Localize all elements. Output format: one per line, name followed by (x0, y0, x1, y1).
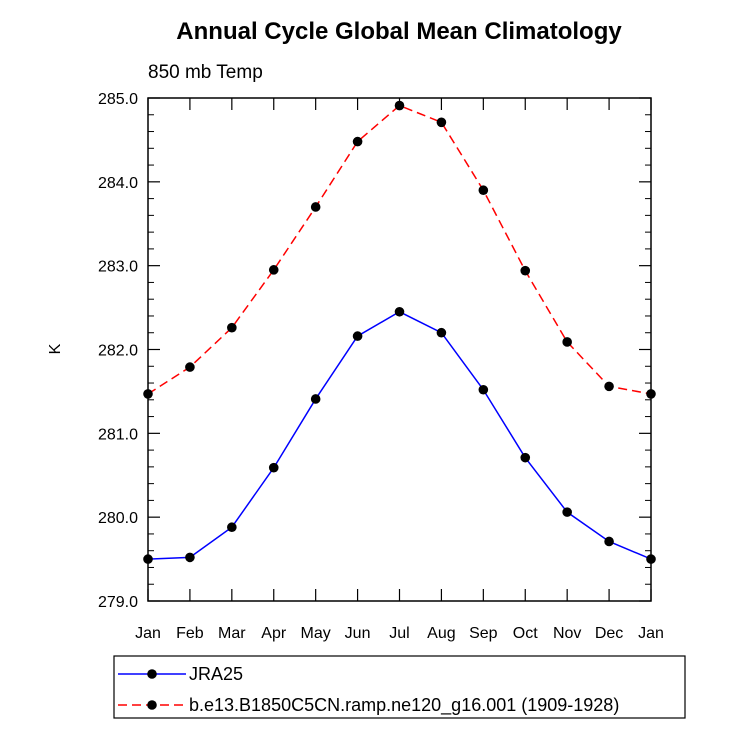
y-tick-label: 282.0 (98, 343, 138, 360)
x-tick-label: Mar (218, 625, 246, 642)
legend: JRA25 b.e13.B1850C5CN.ramp.ne120_g16.001 … (113, 655, 686, 719)
series-1-point (352, 331, 363, 341)
x-tick-label: May (301, 625, 331, 642)
series-line-1 (147, 310, 652, 560)
series-1-point (604, 536, 614, 547)
series-1-point (143, 554, 153, 564)
series-1-point (310, 394, 321, 404)
x-tick-label: Nov (553, 625, 581, 642)
series-2-point (478, 185, 489, 196)
y-tick-label: 283.0 (98, 259, 138, 276)
series-1-point (478, 384, 489, 395)
y-tick-label: 280.0 (98, 510, 138, 527)
y-tick-label: 281.0 (98, 426, 138, 443)
series-2-point (646, 389, 656, 399)
x-tick-label: Jan (135, 625, 161, 642)
series-1-point (562, 507, 572, 517)
legend-label-1: JRA25 (189, 664, 243, 684)
series-2-point (394, 100, 405, 111)
series-2-point (310, 202, 321, 212)
x-tick-label: Jan (638, 625, 664, 642)
legend-marker-2 (147, 700, 157, 710)
x-tick-label: Sep (469, 625, 498, 642)
ticks-layer: Jan Feb Mar Apr May Jun Jul Aug Sep Oct Nov Dec Jan 2… (98, 91, 664, 642)
y-axis-label: K (47, 343, 64, 354)
plot-frame (147, 97, 652, 602)
series-1-point (227, 522, 237, 533)
x-tick-label: Aug (427, 625, 455, 642)
series-2-point (185, 362, 195, 372)
y-tick-label: 279.0 (98, 594, 138, 611)
series-2-point (268, 265, 279, 275)
series-layer (143, 100, 656, 564)
x-tick-label: Oct (513, 625, 538, 642)
series-1-point (185, 552, 195, 563)
series-2-point (143, 389, 153, 399)
series-2-point (436, 117, 447, 128)
series-2-point (604, 381, 614, 392)
legend-marker-1 (147, 669, 157, 679)
x-tick-label: Dec (595, 625, 623, 642)
series-1-point (646, 554, 656, 564)
series-2-point (227, 322, 237, 333)
series-2-point (352, 136, 363, 147)
y-tick-label: 284.0 (98, 175, 138, 192)
series-1-point (394, 306, 405, 317)
x-tick-label: Jul (389, 625, 409, 642)
series-1-point (268, 462, 279, 473)
chart-title: Annual Cycle Global Mean Climatology (176, 18, 622, 45)
series-1-point (436, 327, 447, 338)
x-tick-label: Feb (176, 625, 204, 642)
y-tick-label: 285.0 (98, 91, 138, 108)
legend-label-2: b.e13.B1850C5CN.ramp.ne120_g16.001 (1909… (189, 695, 619, 716)
series-2-point (520, 265, 531, 276)
series-line-2 (147, 104, 652, 395)
series-1-point (520, 452, 531, 463)
x-tick-label: Apr (261, 625, 287, 642)
chart-subtitle: 850 mb Temp (148, 62, 263, 83)
legend-box (113, 655, 686, 719)
x-tick-label: Jun (345, 625, 371, 642)
series-2-point (562, 337, 572, 347)
